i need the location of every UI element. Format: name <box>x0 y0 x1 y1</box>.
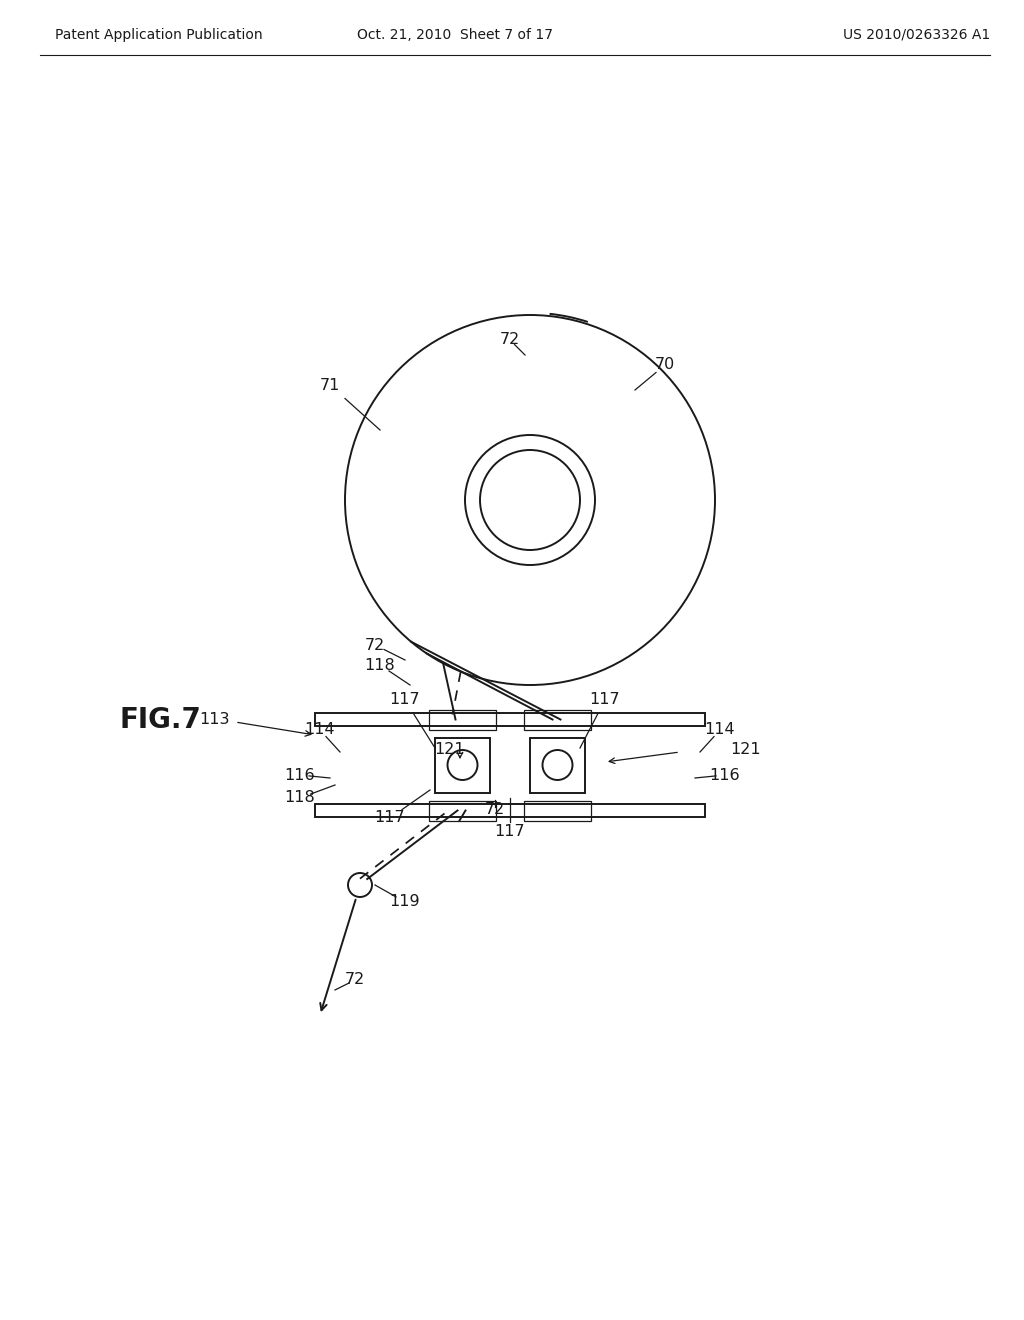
Text: 72: 72 <box>500 333 520 347</box>
Text: 72: 72 <box>365 638 385 652</box>
Text: 121: 121 <box>434 742 465 758</box>
Text: 117: 117 <box>390 693 420 708</box>
Text: 117: 117 <box>590 693 621 708</box>
Text: 117: 117 <box>495 825 525 840</box>
Text: Patent Application Publication: Patent Application Publication <box>55 28 262 42</box>
Text: 121: 121 <box>730 742 761 758</box>
Bar <box>435 738 490 792</box>
Text: 113: 113 <box>200 713 230 727</box>
Bar <box>315 713 705 726</box>
Bar <box>429 710 496 730</box>
Bar <box>524 710 591 730</box>
Text: 72: 72 <box>485 803 505 817</box>
Text: 72: 72 <box>345 973 366 987</box>
Bar <box>315 804 705 817</box>
Text: 70: 70 <box>655 358 675 372</box>
Text: 118: 118 <box>365 657 395 672</box>
Text: 117: 117 <box>375 810 406 825</box>
Text: Oct. 21, 2010  Sheet 7 of 17: Oct. 21, 2010 Sheet 7 of 17 <box>357 28 553 42</box>
Text: 114: 114 <box>305 722 335 738</box>
Text: 114: 114 <box>705 722 735 738</box>
Text: FIG.7: FIG.7 <box>120 706 202 734</box>
Text: 71: 71 <box>319 378 340 392</box>
Text: 119: 119 <box>390 895 420 909</box>
Text: 116: 116 <box>285 767 315 783</box>
Text: 118: 118 <box>285 791 315 805</box>
Bar <box>429 800 496 821</box>
Text: US 2010/0263326 A1: US 2010/0263326 A1 <box>843 28 990 42</box>
Bar <box>530 738 585 792</box>
Text: 116: 116 <box>710 767 740 783</box>
Bar <box>524 800 591 821</box>
